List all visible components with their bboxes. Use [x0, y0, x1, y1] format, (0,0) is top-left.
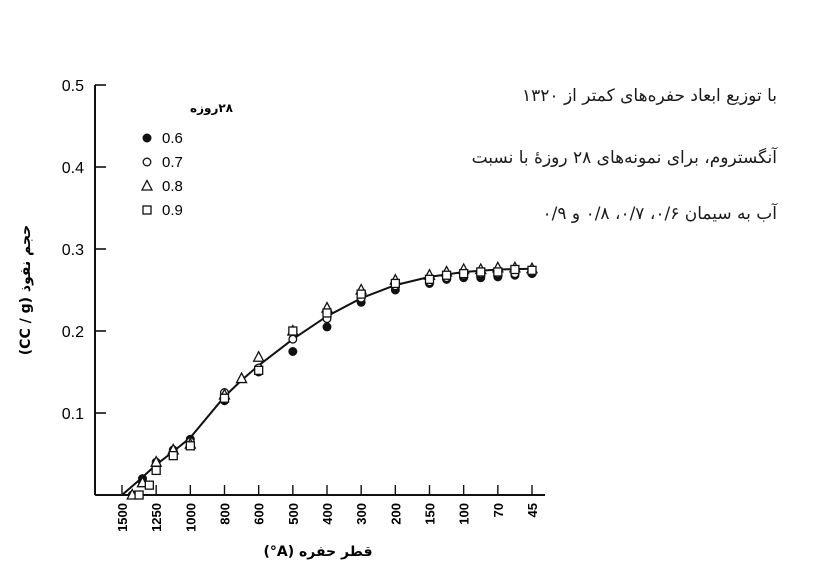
data-point-open-square [356, 289, 366, 299]
data-point-open-square [424, 274, 435, 284]
x-axis-label: قطر حفره (A°) [263, 544, 372, 560]
data-point-open-square [185, 441, 195, 451]
data-point-open-square [134, 490, 144, 500]
legend-label: 0.6 [162, 130, 183, 147]
data-points-layer [126, 260, 539, 500]
legend-label: 0.7 [162, 154, 183, 171]
legend-label: 0.8 [162, 178, 183, 195]
chart-ticks: 0.1 0.2 0.3 0.4 0.5 1500 1250 1000 800 600 500 400 3… [62, 78, 540, 532]
chart-caption-line-1: با توزیع ابعاد حفره‌های کمتر از ۱۳۲۰ [522, 86, 777, 106]
data-point-filled-circle [288, 347, 298, 356]
data-point-open-square [441, 270, 452, 280]
data-point-open-square [476, 267, 486, 277]
legend-marker-filled-circle [142, 133, 152, 143]
legend: ۲۸روزه 0.6 0.7 0.8 0.9 [140, 101, 234, 219]
data-point-filled-circle [322, 322, 332, 332]
x-tick-label: 70 [491, 503, 506, 517]
y-tick-label: 0.2 [62, 324, 84, 341]
x-tick-label: 300 [354, 503, 369, 525]
x-tick-label: 600 [252, 503, 267, 525]
y-axis-label: (CC / g) حجم نفوذ [18, 225, 34, 355]
data-point-open-square [288, 326, 298, 336]
data-point-open-circle [288, 334, 298, 344]
x-tick-label: 1000 [183, 503, 198, 532]
legend-marker-open-square [142, 205, 152, 215]
chart-caption-line-3: آب به سیمان ۰/۶، ۰/۷، ۰/۸ و ۰/۹ [542, 204, 777, 224]
data-point-open-square [219, 393, 230, 403]
chart-caption-line-2: آنگستروم، برای نمونه‌های ۲۸ روزهٔ با نسب… [471, 148, 777, 168]
data-point-open-square [144, 480, 154, 490]
x-tick-label: 800 [218, 503, 233, 525]
data-point-open-triangle [252, 350, 265, 362]
data-point-open-square [168, 450, 178, 461]
data-point-open-triangle [235, 371, 248, 384]
data-point-open-square [322, 308, 332, 318]
legend-label: 0.9 [162, 202, 183, 219]
x-tick-label: 400 [320, 503, 335, 525]
legend-marker-open-triangle [140, 179, 154, 191]
data-point-open-square [510, 264, 520, 275]
x-tick-label: 100 [457, 503, 472, 525]
data-point-open-square [390, 278, 400, 289]
y-tick-label: 0.4 [62, 160, 84, 177]
data-point-open-square [151, 465, 161, 476]
x-tick-label: 500 [286, 503, 301, 525]
legend-marker-open-circle [142, 157, 152, 167]
legend-title: ۲۸روزه [190, 101, 234, 116]
y-tick-label: 0.3 [62, 242, 84, 259]
x-tick-label: 200 [388, 503, 403, 525]
x-tick-label: 1250 [149, 503, 164, 532]
x-tick-label: 150 [423, 503, 438, 525]
chart-axes [94, 85, 545, 496]
y-tick-label: 0.5 [62, 78, 84, 95]
x-tick-label: 1500 [115, 503, 130, 532]
data-point-open-square [254, 365, 264, 376]
x-tick-label: 45 [525, 503, 540, 517]
data-point-open-square [459, 268, 469, 279]
data-point-open-square [527, 265, 537, 275]
y-tick-label: 0.1 [62, 406, 84, 423]
data-point-open-square [493, 267, 503, 277]
